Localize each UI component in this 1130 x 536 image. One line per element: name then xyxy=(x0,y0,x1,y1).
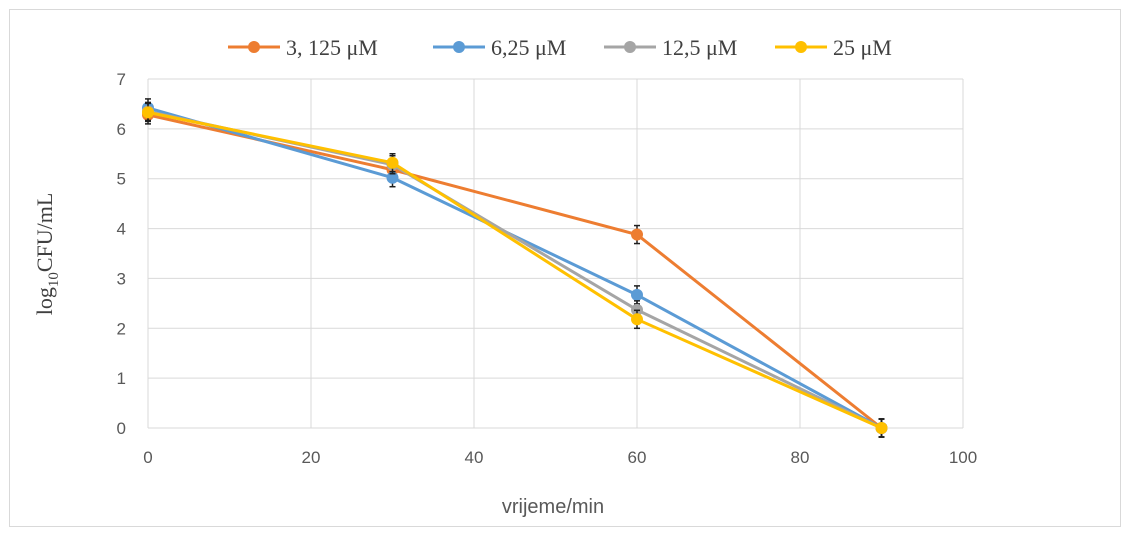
series-4 xyxy=(142,102,888,438)
legend-item-2: 6,25 μM xyxy=(433,35,566,60)
legend: 3, 125 μM 6,25 μM 12,5 μM 25 μM xyxy=(228,35,892,60)
data-point xyxy=(631,228,643,241)
y-axis-label-suffix: CFU/mL xyxy=(32,193,57,272)
legend-swatch-marker xyxy=(624,41,636,53)
x-tick-label: 100 xyxy=(949,448,977,467)
y-axis-label-prefix: log xyxy=(32,287,57,315)
data-point xyxy=(386,156,399,169)
legend-item-4: 25 μM xyxy=(775,35,892,60)
y-tick-label: 1 xyxy=(117,369,126,388)
legend-swatch-marker xyxy=(453,41,465,53)
x-tick-labels: 0 20 40 60 80 100 xyxy=(143,448,977,467)
y-tick-label: 7 xyxy=(117,70,126,89)
legend-label: 25 μM xyxy=(833,35,892,60)
legend-swatch-marker xyxy=(795,41,807,53)
data-point xyxy=(875,422,888,434)
y-tick-label: 4 xyxy=(117,220,126,239)
x-tick-label: 0 xyxy=(143,448,152,467)
series-layer xyxy=(142,98,888,438)
y-tick-label: 2 xyxy=(117,319,126,338)
legend-item-1: 3, 125 μM xyxy=(228,35,378,60)
y-tick-label: 6 xyxy=(117,120,126,139)
legend-label: 12,5 μM xyxy=(662,35,737,60)
data-point xyxy=(631,313,643,326)
y-axis-label-subscript: 10 xyxy=(46,272,62,287)
y-axis-label: log10CFU/mL xyxy=(32,193,62,316)
data-point xyxy=(631,288,643,301)
y-tick-labels: 0 1 2 3 4 5 6 7 xyxy=(117,70,126,438)
y-tick-label: 0 xyxy=(117,419,126,438)
gridlines xyxy=(147,78,964,429)
y-tick-label: 3 xyxy=(117,269,126,288)
x-tick-label: 80 xyxy=(791,448,810,467)
legend-swatch-marker xyxy=(248,41,260,53)
x-tick-label: 40 xyxy=(465,448,484,467)
x-axis-label: vrijeme/min xyxy=(502,496,604,518)
series-line xyxy=(147,110,883,430)
y-tick-label: 5 xyxy=(117,170,126,189)
x-tick-label: 20 xyxy=(302,448,321,467)
data-point xyxy=(386,171,399,184)
legend-item-3: 12,5 μM xyxy=(604,35,737,60)
data-point xyxy=(142,106,154,119)
legend-label: 3, 125 μM xyxy=(286,35,378,60)
x-tick-label: 60 xyxy=(628,448,647,467)
legend-label: 6,25 μM xyxy=(491,35,566,60)
